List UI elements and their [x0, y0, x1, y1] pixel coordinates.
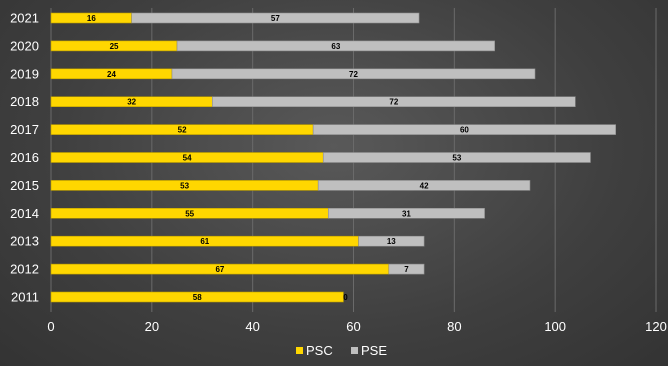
- data-label-psc: 61: [200, 237, 209, 246]
- data-labels: 58 0 67 7 61 13 55 31 53 42 54 53 52 60 32 72 24 72 25 63 16…: [87, 14, 470, 302]
- data-label-pse: 13: [387, 237, 396, 246]
- bar-pse: [171, 68, 536, 80]
- category-label: 2016: [10, 150, 39, 165]
- category-label: 2011: [11, 290, 39, 305]
- data-label-psc: 16: [87, 14, 96, 23]
- bar-pse: [317, 180, 531, 191]
- data-label-psc: 58: [193, 293, 202, 302]
- bar-pse: [176, 40, 495, 52]
- x-tick-label: 20: [145, 319, 159, 334]
- bars: [50, 12, 616, 303]
- category-label: 2021: [10, 11, 39, 26]
- data-label-pse: 31: [402, 209, 411, 218]
- legend: PSC PSE: [296, 343, 387, 358]
- x-tick-label: 0: [47, 319, 54, 334]
- data-label-psc: 53: [180, 181, 189, 190]
- data-label-pse: 72: [349, 70, 358, 79]
- legend-label-psc: PSC: [306, 343, 333, 358]
- x-tick-label: 60: [346, 319, 360, 334]
- bar-pse: [312, 124, 616, 135]
- legend-label-pse: PSE: [361, 343, 387, 358]
- data-label-pse: 63: [331, 42, 340, 51]
- category-label: 2018: [10, 94, 39, 109]
- category-label: 2017: [10, 122, 39, 137]
- x-tick-label: 120: [645, 319, 667, 334]
- data-label-pse: 57: [271, 14, 280, 23]
- data-label-psc: 52: [178, 126, 187, 135]
- data-label-pse: 60: [460, 126, 469, 135]
- data-label-psc: 24: [107, 70, 116, 79]
- bar-pse: [358, 235, 425, 247]
- bar-pse: [388, 263, 425, 275]
- x-tick-label: 80: [447, 319, 461, 334]
- x-tick-label: 40: [245, 319, 259, 334]
- category-label: 2013: [10, 234, 39, 249]
- legend-swatch-psc: [296, 347, 303, 354]
- data-label-psc: 54: [183, 154, 192, 163]
- category-label: 2020: [10, 38, 39, 53]
- data-label-pse: 7: [404, 265, 409, 274]
- legend-swatch-pse: [351, 347, 358, 354]
- data-label-pse: 42: [420, 181, 429, 190]
- category-label: 2019: [10, 66, 39, 81]
- category-label: 2012: [10, 262, 39, 277]
- data-label-psc: 25: [110, 42, 119, 51]
- data-label-psc: 32: [127, 98, 136, 107]
- data-label-pse: 0: [343, 293, 348, 302]
- bar-pse: [327, 208, 485, 219]
- category-label: 2014: [10, 206, 39, 221]
- data-label-pse: 72: [389, 98, 398, 107]
- x-tick-label: 100: [544, 319, 566, 334]
- data-label-psc: 67: [215, 265, 224, 274]
- bar-pse: [322, 152, 591, 163]
- data-label-pse: 53: [452, 154, 461, 163]
- bar-pse: [131, 12, 420, 24]
- category-axis: 2011 2012 2013 2014 2015 2016 2017 2018 2019 2020…: [10, 11, 39, 305]
- bar-psc: [50, 291, 344, 303]
- value-axis: 0 20 40 60 80 100 120: [47, 319, 666, 334]
- data-label-psc: 55: [185, 209, 194, 218]
- category-label: 2015: [10, 178, 39, 193]
- bar-pse: [212, 96, 576, 107]
